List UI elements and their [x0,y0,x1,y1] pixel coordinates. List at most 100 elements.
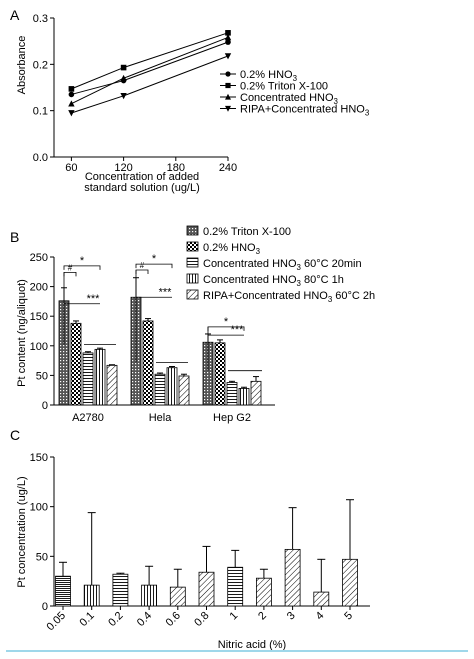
panel-b-y-tick-label: 100 [30,341,48,353]
panel-a-legend-marker [225,105,231,112]
panel-b-significance-bracket [135,269,149,275]
panel-c-bar-6 [227,566,244,607]
panel-b-bar-chart: B Pt content (ng/aliquot) 0 50 100 150 200 25… [10,225,375,424]
panel-b-y-tick-label: 0 [42,400,48,412]
panel-c-bar-2 [112,573,129,607]
panel-a-y-tick-label: 0.2 [33,59,48,71]
panel-c-label: C [10,427,20,443]
panel-b-label: B [10,229,19,245]
panel-a-y-tick-label: 0.3 [33,13,48,25]
panel-c-bar-1 [83,584,100,607]
panel-b-legend: 0.2% Triton X-100 0.2% HNO3 Concentrated H… [186,225,375,304]
panel-a-legend-marker [225,71,231,77]
panel-b-significance-mark: # [68,263,73,272]
panel-c-bar-9 [313,591,330,607]
panel-c-y-tick-label: 0 [42,601,48,613]
panel-a-series-1-point [68,86,75,92]
panel-b-significance-mark: * [80,255,85,267]
panel-b-legend-label-1: 0.2% HNO3 [203,242,261,256]
panel-c-x-tick-label: 0.6 [164,610,183,629]
panel-a-x-axis-label-line: Concentration of added [85,171,199,183]
panel-c-bar-5 [198,571,215,607]
panel-b-legend-swatch-2 [186,257,199,268]
panel-a-series-3-point [68,110,75,117]
panel-b-significance-mark: * [152,253,157,265]
panel-c-y-tick-label: 150 [30,452,48,464]
panel-b-significance-mark: *** [87,293,101,305]
panel-c-bar-4 [169,586,186,607]
panel-b-bar-1-4 [178,375,190,406]
panel-a-legend-label: 0.2% Triton X-100 [240,81,328,93]
panel-a-x-tick-label: 60 [65,162,77,174]
panel-b-significance-bracket [63,271,77,277]
panel-a-y-tick-label: 0.1 [33,106,48,118]
panel-a-line-chart: A Absorbance 0.0 0.1 0.2 0.3 60 120 180 240 Con… [10,7,370,194]
panel-c-x-tick-label: 0.8 [192,610,211,629]
panel-b-y-tick-label: 150 [30,311,48,323]
panel-c-x-tick-label: 0.05 [44,610,68,634]
panel-c-x-tick-label: 0.1 [78,610,97,629]
panel-b-bar-0-1 [70,322,82,406]
panel-b-y-axis-label: Pt content (ng/aliquot) [16,279,28,387]
panel-b-significance-bracket [63,265,101,270]
panel-a-legend-label: 0.2% HNO3 [240,69,298,83]
panel-c-x-tick-label: 5 [342,610,355,623]
panel-c-x-tick-label: 0.4 [135,610,154,629]
panel-a-y-axis-label: Absorbance [16,36,28,95]
panel-a-series-1-point [225,30,231,36]
panel-c-bar-10 [342,558,358,607]
panel-a-x-axis-label-line: standard solution (ug/L) [84,182,200,194]
panel-a-x-tick-label: 180 [167,162,185,174]
panel-c-bar-7 [255,577,272,607]
panel-b-legend-swatch-3 [186,273,199,284]
panel-a-legend-marker [225,82,231,89]
panel-c-x-tick-label: 3 [285,610,298,623]
page-bottom-rule [6,650,468,652]
panel-b-bar-1-2 [154,373,166,406]
panel-b-legend-label-2: Concentrated HNO3 60°C 20min [203,258,362,272]
panel-a-plot-area: 0.0 0.1 0.2 0.3 60 120 180 240 [33,13,237,174]
panel-b-category-label: A2780 [72,412,104,424]
panel-b-bar-2-1 [214,342,226,406]
panel-b-bar-1-3 [166,367,178,406]
panel-c-bar-3 [141,584,158,607]
panel-c-bar-0 [55,575,71,607]
panel-c-y-axis-label: Pt concentration (ug/L) [16,476,28,587]
panel-a-series-1-point [120,64,127,71]
panel-b-significance-mark: # [140,261,145,270]
panel-a-x-tick-label: 120 [114,162,132,174]
panel-a-x-tick-label: 240 [219,162,237,174]
panel-b-significance-mark: * [224,316,229,328]
panel-a-series-2-point [68,100,75,107]
panel-c-x-tick-label: 1 [228,610,241,623]
panel-a-series-2-point [224,34,232,41]
panel-b-bar-0-4 [106,364,118,406]
panel-b-legend-label-3: Concentrated HNO3 80°C 1h [203,274,344,288]
panel-c-x-tick-label: 2 [256,610,269,623]
panel-c-x-tick-label: 0.2 [106,610,125,629]
panel-a-legend-label: Concentrated HNO3 [240,92,339,106]
panel-b-bar-1-1 [142,320,154,406]
panel-c-y-tick-label: 50 [36,551,48,563]
panel-a-y-tick-label: 0.0 [33,152,48,164]
panel-b-bar-0-3 [94,348,106,406]
panel-a-label: A [10,7,20,23]
panel-a-legend-label: RIPA+Concentrated HNO3 [240,104,370,118]
panel-b-legend-swatch-1 [186,241,199,252]
panel-b-significance-mark: *** [231,324,245,336]
panel-a-series-line-3 [71,55,229,114]
panel-b-y-tick-label: 50 [36,370,48,382]
panel-b-y-tick-label: 200 [30,282,48,294]
panel-b-bar-0-2 [82,352,94,406]
panel-b-legend-swatch-0 [186,225,199,236]
panel-b-y-tick-label: 250 [30,252,48,264]
panel-b-bar-2-3 [238,388,250,406]
panel-b-bar-2-2 [226,382,238,406]
panel-b-significance-mark: *** [159,286,173,298]
panel-a-series-3-point [224,53,232,60]
